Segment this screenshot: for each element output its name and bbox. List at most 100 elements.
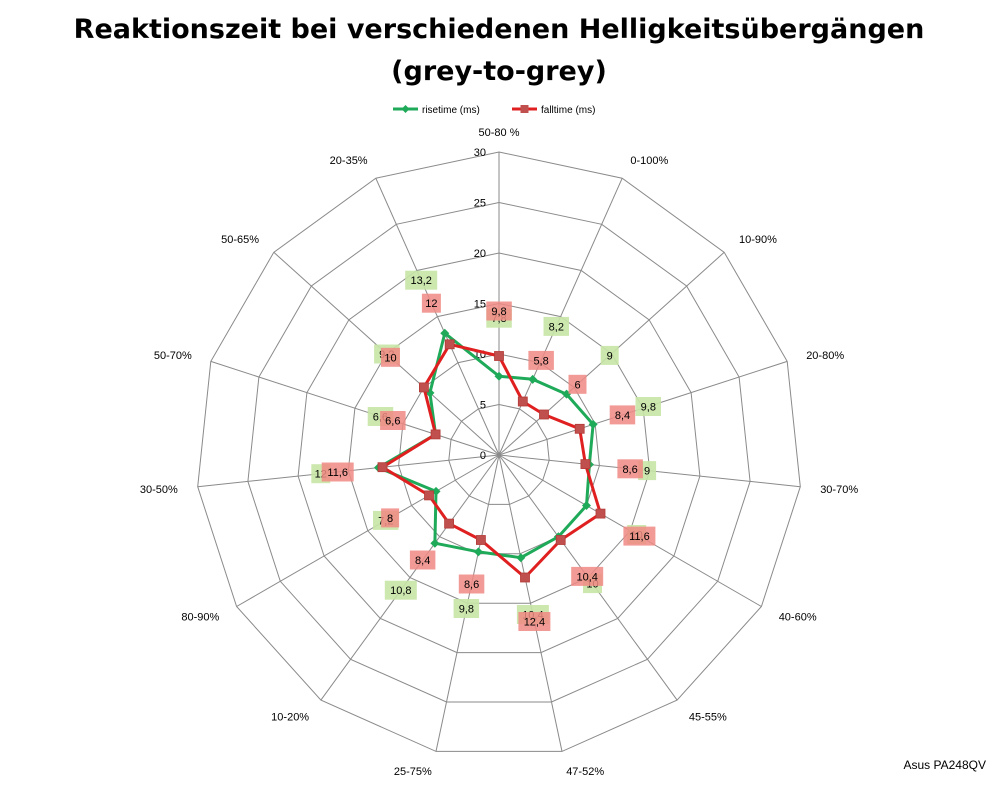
data-label-box <box>623 526 656 546</box>
spoke-line <box>375 177 500 456</box>
grid-ring <box>297 252 701 654</box>
data-label-box <box>380 411 406 430</box>
grid-ring <box>247 201 751 703</box>
data-labels-layer: 7,88,299,89101010,49,810,87,2126,69,213,… <box>311 270 661 631</box>
spoke-line <box>236 454 500 607</box>
tick-label: 5 <box>480 400 486 412</box>
legend-marker <box>520 105 529 113</box>
data-label-box <box>609 405 636 425</box>
series-layer <box>373 328 606 583</box>
data-label: 12 <box>425 298 437 310</box>
data-point <box>581 501 591 510</box>
data-label: 9,8 <box>641 402 656 414</box>
data-label: 12,4 <box>524 617 545 629</box>
spoke-line <box>210 360 500 456</box>
spoke-line <box>498 454 563 752</box>
chart-title-line1: Reaktionszeit bei verschiedenen Helligke… <box>74 14 925 45</box>
tick-label: 20 <box>474 248 486 260</box>
data-label-box <box>405 270 438 290</box>
data-label: 8,6 <box>464 579 479 591</box>
data-point <box>473 547 483 557</box>
data-point <box>574 423 585 434</box>
data-point <box>494 351 504 361</box>
data-label-box <box>600 345 619 365</box>
data-label: 8,4 <box>415 555 430 567</box>
data-label: 10,4 <box>576 571 597 583</box>
data-point <box>588 419 598 429</box>
data-label: 8 <box>387 513 393 525</box>
data-label: 5,8 <box>533 355 548 367</box>
data-label: 10 <box>384 352 396 364</box>
grid-ring <box>347 302 651 604</box>
data-point <box>520 572 530 583</box>
data-label-box <box>381 508 400 528</box>
category-label: 25-75% <box>394 766 432 778</box>
data-label: 9 <box>607 350 613 362</box>
category-label: 45-55% <box>689 711 727 723</box>
spoke-line <box>498 177 623 456</box>
data-label: 13,2 <box>410 275 431 287</box>
data-point <box>444 518 455 529</box>
data-point <box>517 396 528 407</box>
category-label: 50-70% <box>154 350 192 362</box>
spoke-line <box>320 454 500 701</box>
data-point <box>430 429 441 440</box>
category-label: 40-60% <box>779 612 817 624</box>
data-label: 9,8 <box>459 604 474 616</box>
data-label: 10,8 <box>390 585 411 597</box>
data-label-box <box>409 550 436 570</box>
data-label: 11,6 <box>327 467 348 479</box>
data-label-box <box>381 347 400 367</box>
chart-title-line2: (grey-to-grey) <box>391 56 607 87</box>
data-label-box <box>321 462 354 482</box>
data-label-box <box>635 397 661 416</box>
data-point <box>580 459 591 470</box>
grid-ring <box>448 403 550 505</box>
data-label: 9,8 <box>491 306 506 318</box>
legend-marker <box>401 105 410 113</box>
data-label-box <box>543 316 569 336</box>
data-label-box <box>518 612 551 631</box>
data-label: 6,6 <box>385 416 400 428</box>
category-label: 20-35% <box>330 155 368 167</box>
tick-label: 25 <box>474 198 486 210</box>
data-label-box <box>617 459 643 479</box>
category-label: 47-52% <box>566 766 604 778</box>
data-label: 8,4 <box>615 410 630 422</box>
radar-grid <box>197 151 801 752</box>
data-label: 11,6 <box>629 531 650 543</box>
data-point <box>528 374 538 384</box>
grid-ring <box>197 151 801 752</box>
data-label-box <box>384 580 417 600</box>
tick-label: 0 <box>480 450 486 462</box>
data-point <box>595 508 606 519</box>
tick-label: 30 <box>474 147 486 159</box>
data-label: 8,2 <box>549 321 564 333</box>
category-label: 0-100% <box>630 155 668 167</box>
data-point <box>440 328 450 338</box>
series-line <box>381 342 602 579</box>
series-line <box>377 331 595 560</box>
legend: risetime (ms) falltime (ms) <box>393 105 595 116</box>
category-labels: 50-80 % 0-100% 10-90% 20-80% 30-70% 40-60% 45-… <box>140 127 858 778</box>
data-point <box>418 382 429 393</box>
category-label: 10-20% <box>271 711 309 723</box>
data-point <box>516 553 526 563</box>
data-label-box <box>458 574 485 594</box>
data-label-box <box>486 301 512 321</box>
model-watermark: Asus PA248QV <box>903 758 987 772</box>
legend-label: risetime (ms) <box>422 105 480 116</box>
data-label-box <box>568 374 587 394</box>
data-label-box <box>421 293 441 313</box>
data-label: 6 <box>574 379 580 391</box>
category-label: 50-80 % <box>479 127 520 139</box>
data-point <box>475 535 486 545</box>
data-label-box <box>453 599 480 618</box>
data-point <box>377 462 388 473</box>
category-label: 80-90% <box>181 612 219 624</box>
data-label: 9 <box>644 466 650 478</box>
category-label: 50-65% <box>221 234 259 246</box>
category-label: 20-80% <box>806 350 844 362</box>
